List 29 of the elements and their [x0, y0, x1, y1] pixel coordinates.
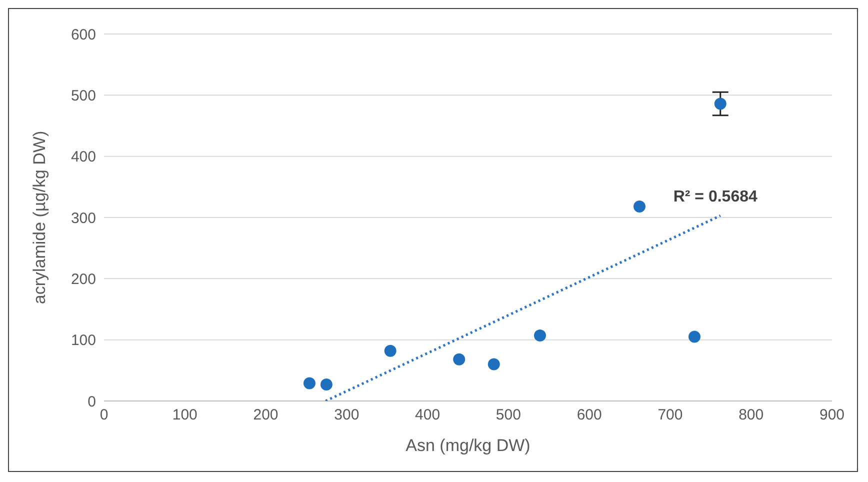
- y-tick-label: 300: [70, 210, 96, 227]
- point: [633, 200, 646, 212]
- x-tick-label: 400: [415, 406, 440, 424]
- x-tick-label: 500: [496, 406, 521, 424]
- annotation: R² = 0.5684: [673, 188, 758, 206]
- y-tick-label: 200: [70, 270, 96, 288]
- x-tick-label: 100: [172, 406, 198, 424]
- point: [453, 353, 466, 366]
- x-tick-label: 900: [819, 406, 845, 424]
- y-axis-title: acrylamide (µg/kg DW): [30, 130, 50, 304]
- point: [488, 358, 500, 370]
- y-tick-label: 500: [70, 87, 96, 104]
- x-axis-title: Asn (mg/kg DW): [406, 436, 530, 455]
- y-tick-label: 400: [70, 148, 96, 166]
- y-tick-label: 600: [70, 26, 96, 44]
- x-tick-label: 300: [334, 406, 360, 424]
- x-tick-label: 0: [100, 406, 108, 424]
- point: [303, 377, 316, 390]
- x-tick-label: 600: [576, 406, 602, 424]
- point: [384, 344, 396, 357]
- point: [688, 330, 700, 343]
- x-tick-label: 200: [253, 406, 278, 424]
- y-tick-label: 0: [88, 393, 96, 410]
- point: [534, 330, 546, 342]
- point: [714, 98, 726, 110]
- x-tick-label: 800: [738, 406, 764, 424]
- x-tick-label: 700: [658, 406, 683, 424]
- point: [320, 378, 332, 390]
- y-tick-label: 100: [70, 332, 96, 350]
